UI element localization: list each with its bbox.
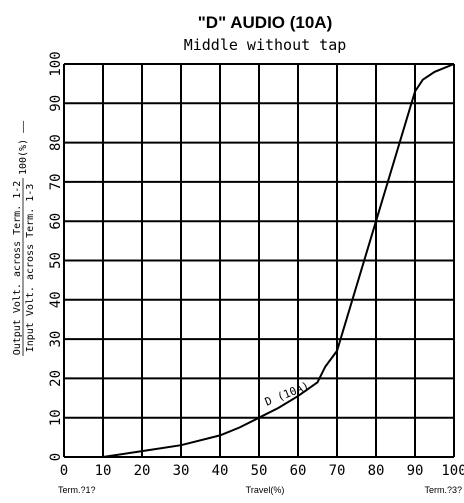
x-end-label: Term.?3? bbox=[424, 485, 462, 495]
y-tick-label-7: 70 bbox=[48, 173, 64, 190]
x-tick-label-9: 90 bbox=[407, 463, 424, 479]
y-axis-label-denominator: Input Volt. across Term. 1-3 bbox=[25, 184, 36, 353]
x-tick-label-4: 40 bbox=[212, 463, 229, 479]
y-tick-label-10: 100 bbox=[48, 51, 64, 76]
x-tick-labels: 0 10 20 30 40 50 60 70 80 90 100 bbox=[60, 463, 464, 479]
y-axis-label-numerator: Output Volt. across Term. 1-2 bbox=[12, 181, 23, 356]
x-tick-label-7: 70 bbox=[329, 463, 346, 479]
series-line-0 bbox=[102, 63, 455, 458]
y-tick-label-4: 40 bbox=[48, 291, 64, 308]
y-tick-label-3: 30 bbox=[48, 331, 64, 348]
y-axis-label: Output Volt. across Term. 1-2 Input Volt… bbox=[12, 120, 36, 356]
y-tick-label-5: 50 bbox=[48, 252, 64, 269]
x-tick-label-1: 10 bbox=[95, 463, 112, 479]
y-tick-label-1: 10 bbox=[48, 409, 64, 426]
x-tick-label-3: 30 bbox=[173, 463, 190, 479]
y-axis-label-suffix: 100(%) —— bbox=[18, 120, 29, 175]
x-start-label: Term.?1? bbox=[58, 485, 96, 495]
x-axis-label: Travel(%) bbox=[246, 485, 285, 495]
series-label-0: D (10A) bbox=[263, 379, 311, 408]
chart-subtitle: Middle without tap bbox=[184, 36, 347, 54]
x-tick-label-5: 50 bbox=[251, 463, 268, 479]
x-tick-label-2: 20 bbox=[134, 463, 151, 479]
x-tick-label-6: 60 bbox=[290, 463, 307, 479]
y-tick-label-2: 20 bbox=[48, 370, 64, 387]
x-tick-label-8: 80 bbox=[368, 463, 385, 479]
chart-title: "D" AUDIO (10A) bbox=[198, 13, 333, 32]
x-tick-label-0: 0 bbox=[60, 463, 68, 479]
y-tick-label-0: 0 bbox=[48, 453, 64, 461]
y-tick-label-9: 90 bbox=[48, 95, 64, 112]
y-tick-label-8: 80 bbox=[48, 134, 64, 151]
y-tick-labels: 0 10 20 30 40 50 60 70 80 90 100 bbox=[48, 51, 64, 461]
grid bbox=[63, 63, 455, 458]
y-tick-label-6: 60 bbox=[48, 213, 64, 230]
x-tick-label-10: 100 bbox=[441, 463, 464, 479]
